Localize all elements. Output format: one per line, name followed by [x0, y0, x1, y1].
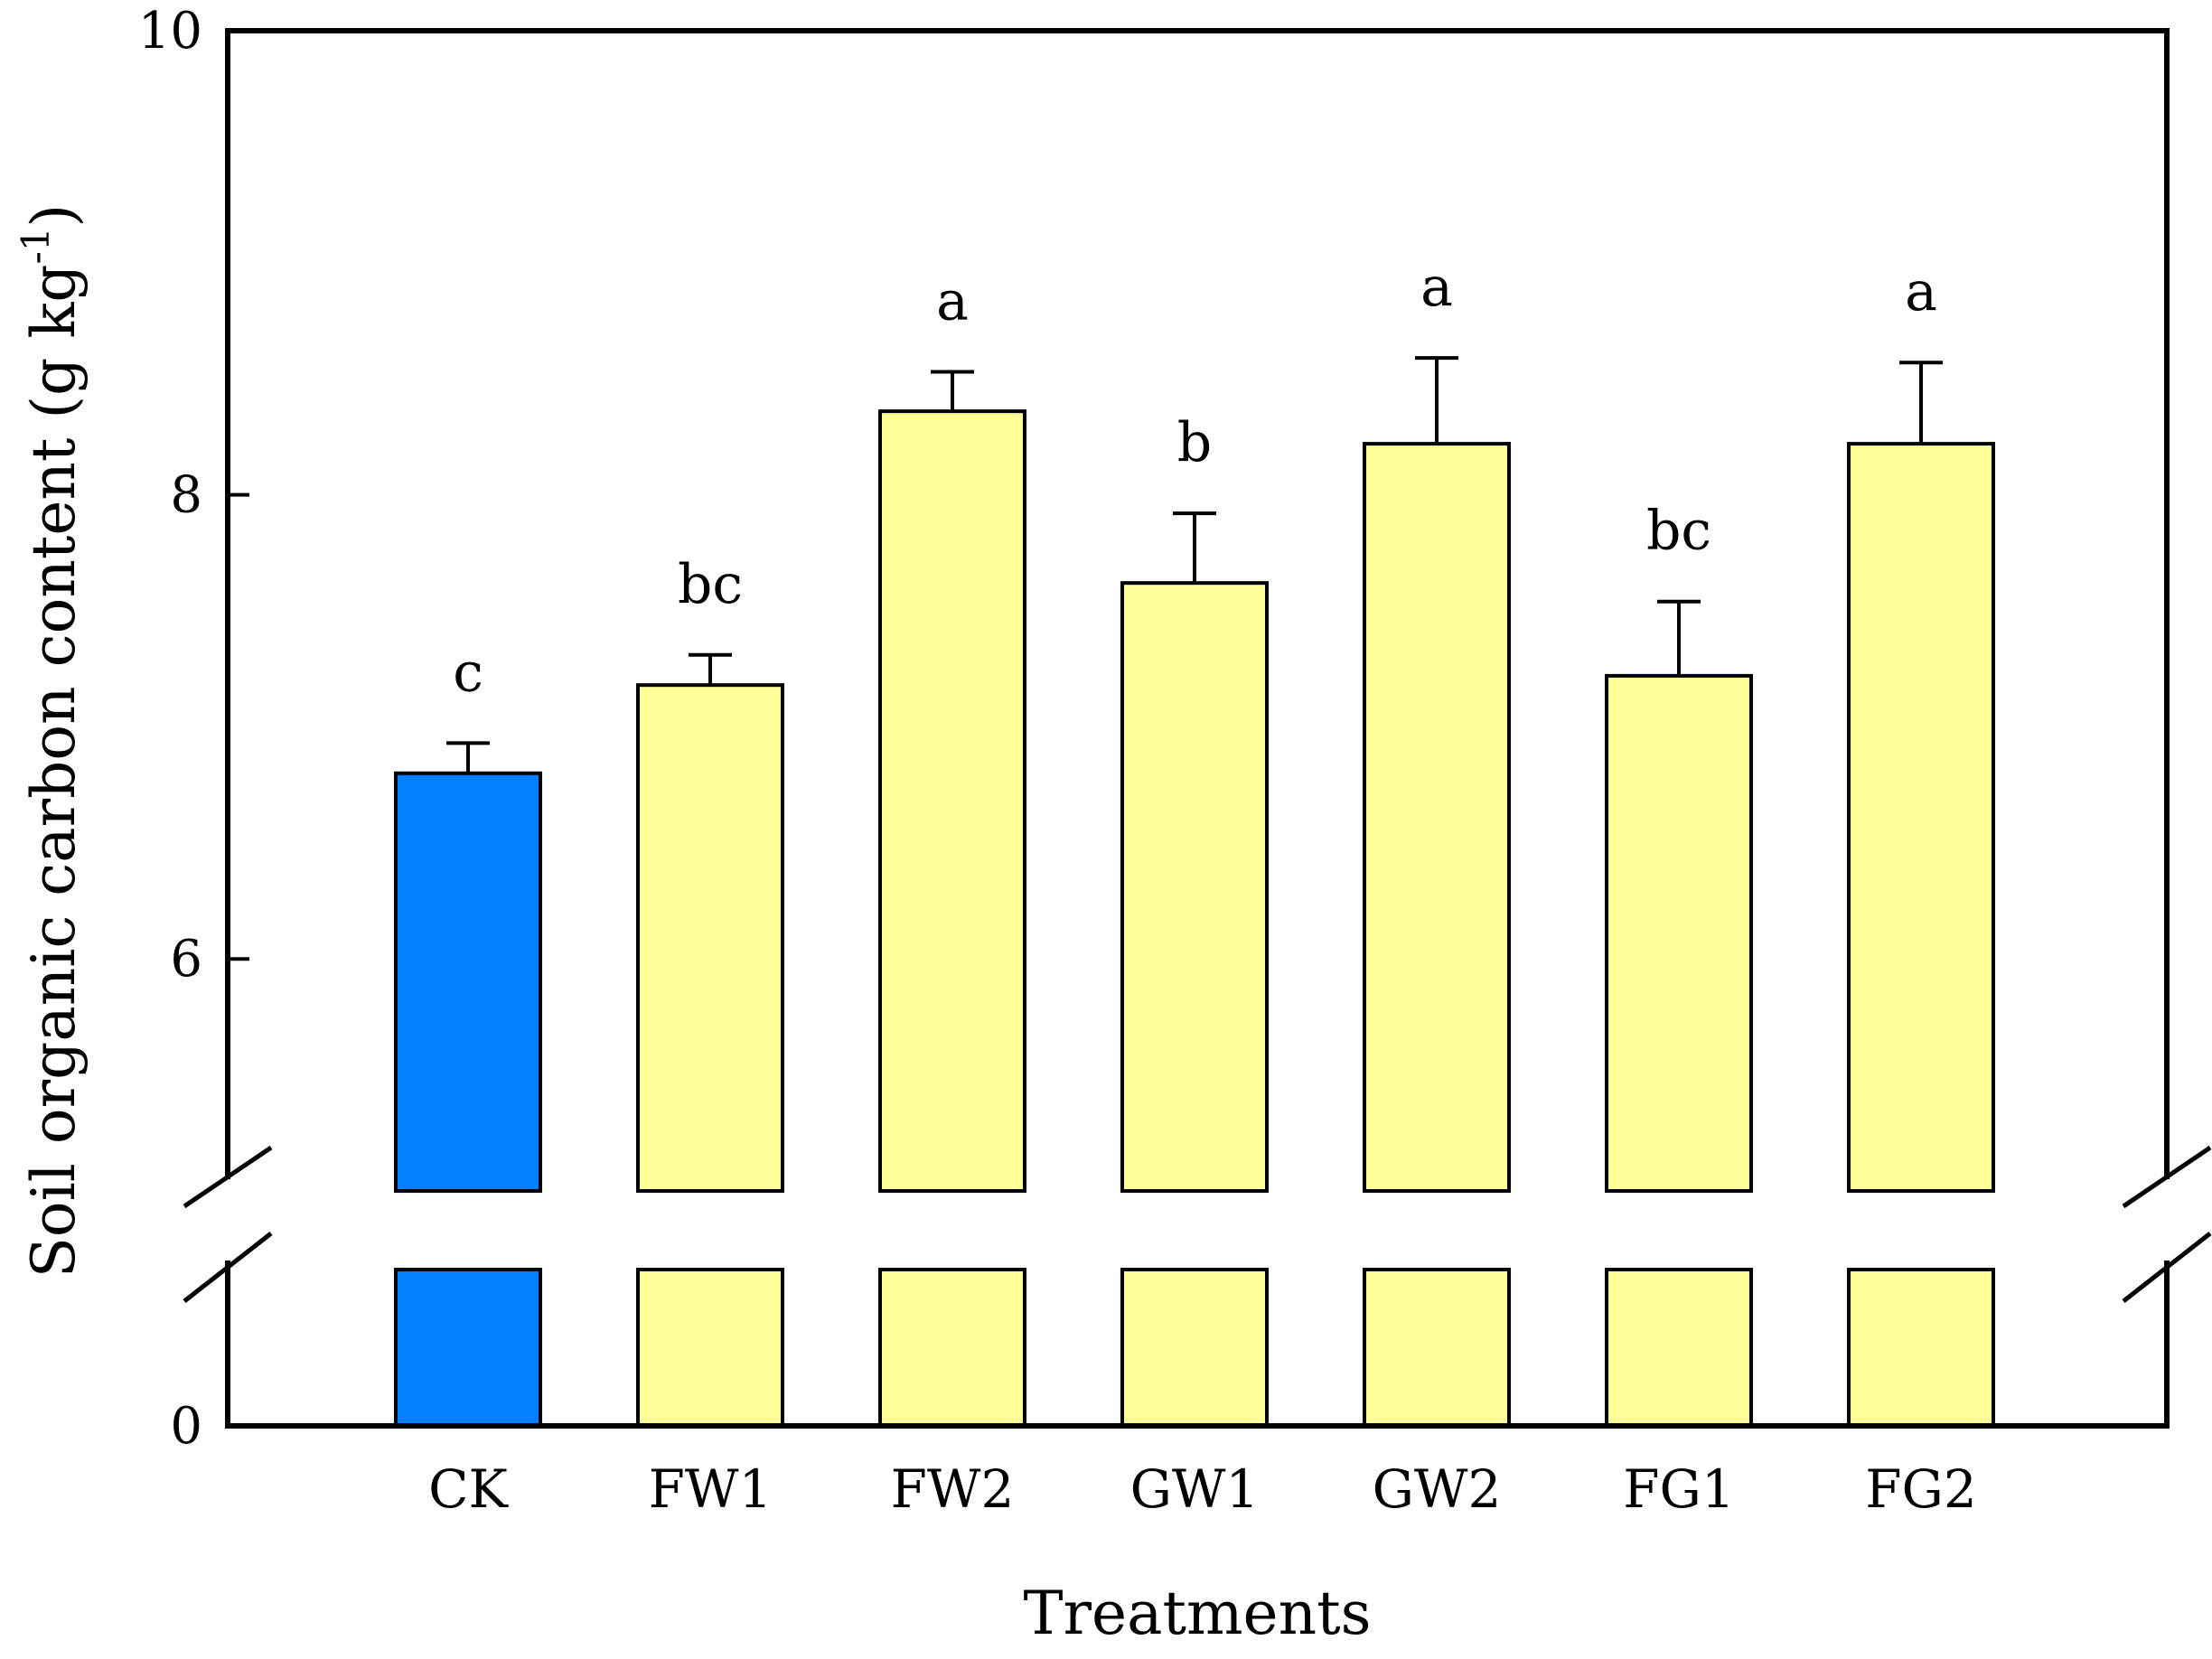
axis-break-mark-left-upper — [183, 1145, 273, 1209]
axis-break-mark-right-upper — [2122, 1145, 2212, 1209]
bar-fw1-upper — [636, 683, 784, 1193]
significance-label-fw1: bc — [678, 553, 743, 616]
x-tick-label-gw1: GW1 — [1130, 1458, 1260, 1520]
bar-gw2-upper — [1363, 442, 1511, 1193]
significance-label-fg2: a — [1905, 260, 1937, 323]
bar-fw2-lower — [878, 1268, 1026, 1428]
significance-label-fw2: a — [936, 269, 969, 333]
axis-break-mark-right-lower — [2122, 1232, 2212, 1303]
x-tick-label-fw2: FW2 — [891, 1458, 1015, 1520]
bar-fg2-lower — [1847, 1268, 1995, 1428]
significance-label-ck: c — [453, 641, 483, 704]
labels-layer: c CK bc FW1 a FW2 b GW1 a GW2 bc FG1 a FG2 0 6 8 10 Treatm… — [14, 2, 1977, 1648]
x-tick-label-fg1: FG1 — [1623, 1458, 1734, 1520]
bars-layer — [394, 356, 1995, 1428]
axis-break-mark-left-lower — [183, 1232, 273, 1303]
bar-gw1-lower — [1120, 1268, 1269, 1428]
bar-gw2-lower — [1363, 1268, 1511, 1428]
axes-layer — [183, 28, 2212, 1429]
bar-gw1-upper — [1120, 581, 1269, 1193]
bar-fg2-upper — [1847, 442, 1995, 1193]
bar-fw2-upper — [878, 409, 1026, 1194]
bar-ck-lower — [394, 1268, 542, 1428]
y-tick-label-6: 6 — [170, 930, 202, 989]
bar-ck-upper — [394, 771, 542, 1193]
x-tick-label-fw1: FW1 — [649, 1458, 773, 1520]
y-axis-title: Soil organic carbon content (g kg-1) — [14, 204, 89, 1279]
bar-fg1-lower — [1605, 1268, 1753, 1428]
y-axis-title-main: Soil organic carbon content (g kg — [19, 264, 89, 1278]
bar-fg1-upper — [1605, 673, 1753, 1193]
y-tick-label-0: 0 — [170, 1397, 202, 1456]
significance-label-fg1: bc — [1646, 500, 1711, 563]
significance-label-gw1: b — [1177, 411, 1212, 474]
y-axis-title-suffix: ) — [19, 204, 89, 228]
y-axis-title-superscript: -1 — [14, 227, 58, 264]
bar-fw1-lower — [636, 1268, 784, 1428]
y-tick-label-8: 8 — [170, 466, 202, 525]
significance-label-gw2: a — [1420, 256, 1453, 319]
x-tick-label-ck: CK — [428, 1458, 509, 1520]
y-tick-label-10: 10 — [138, 2, 202, 61]
x-tick-label-fg2: FG2 — [1865, 1458, 1976, 1520]
x-tick-label-gw2: GW2 — [1373, 1458, 1502, 1520]
x-axis-title: Treatments — [1023, 1579, 1371, 1648]
